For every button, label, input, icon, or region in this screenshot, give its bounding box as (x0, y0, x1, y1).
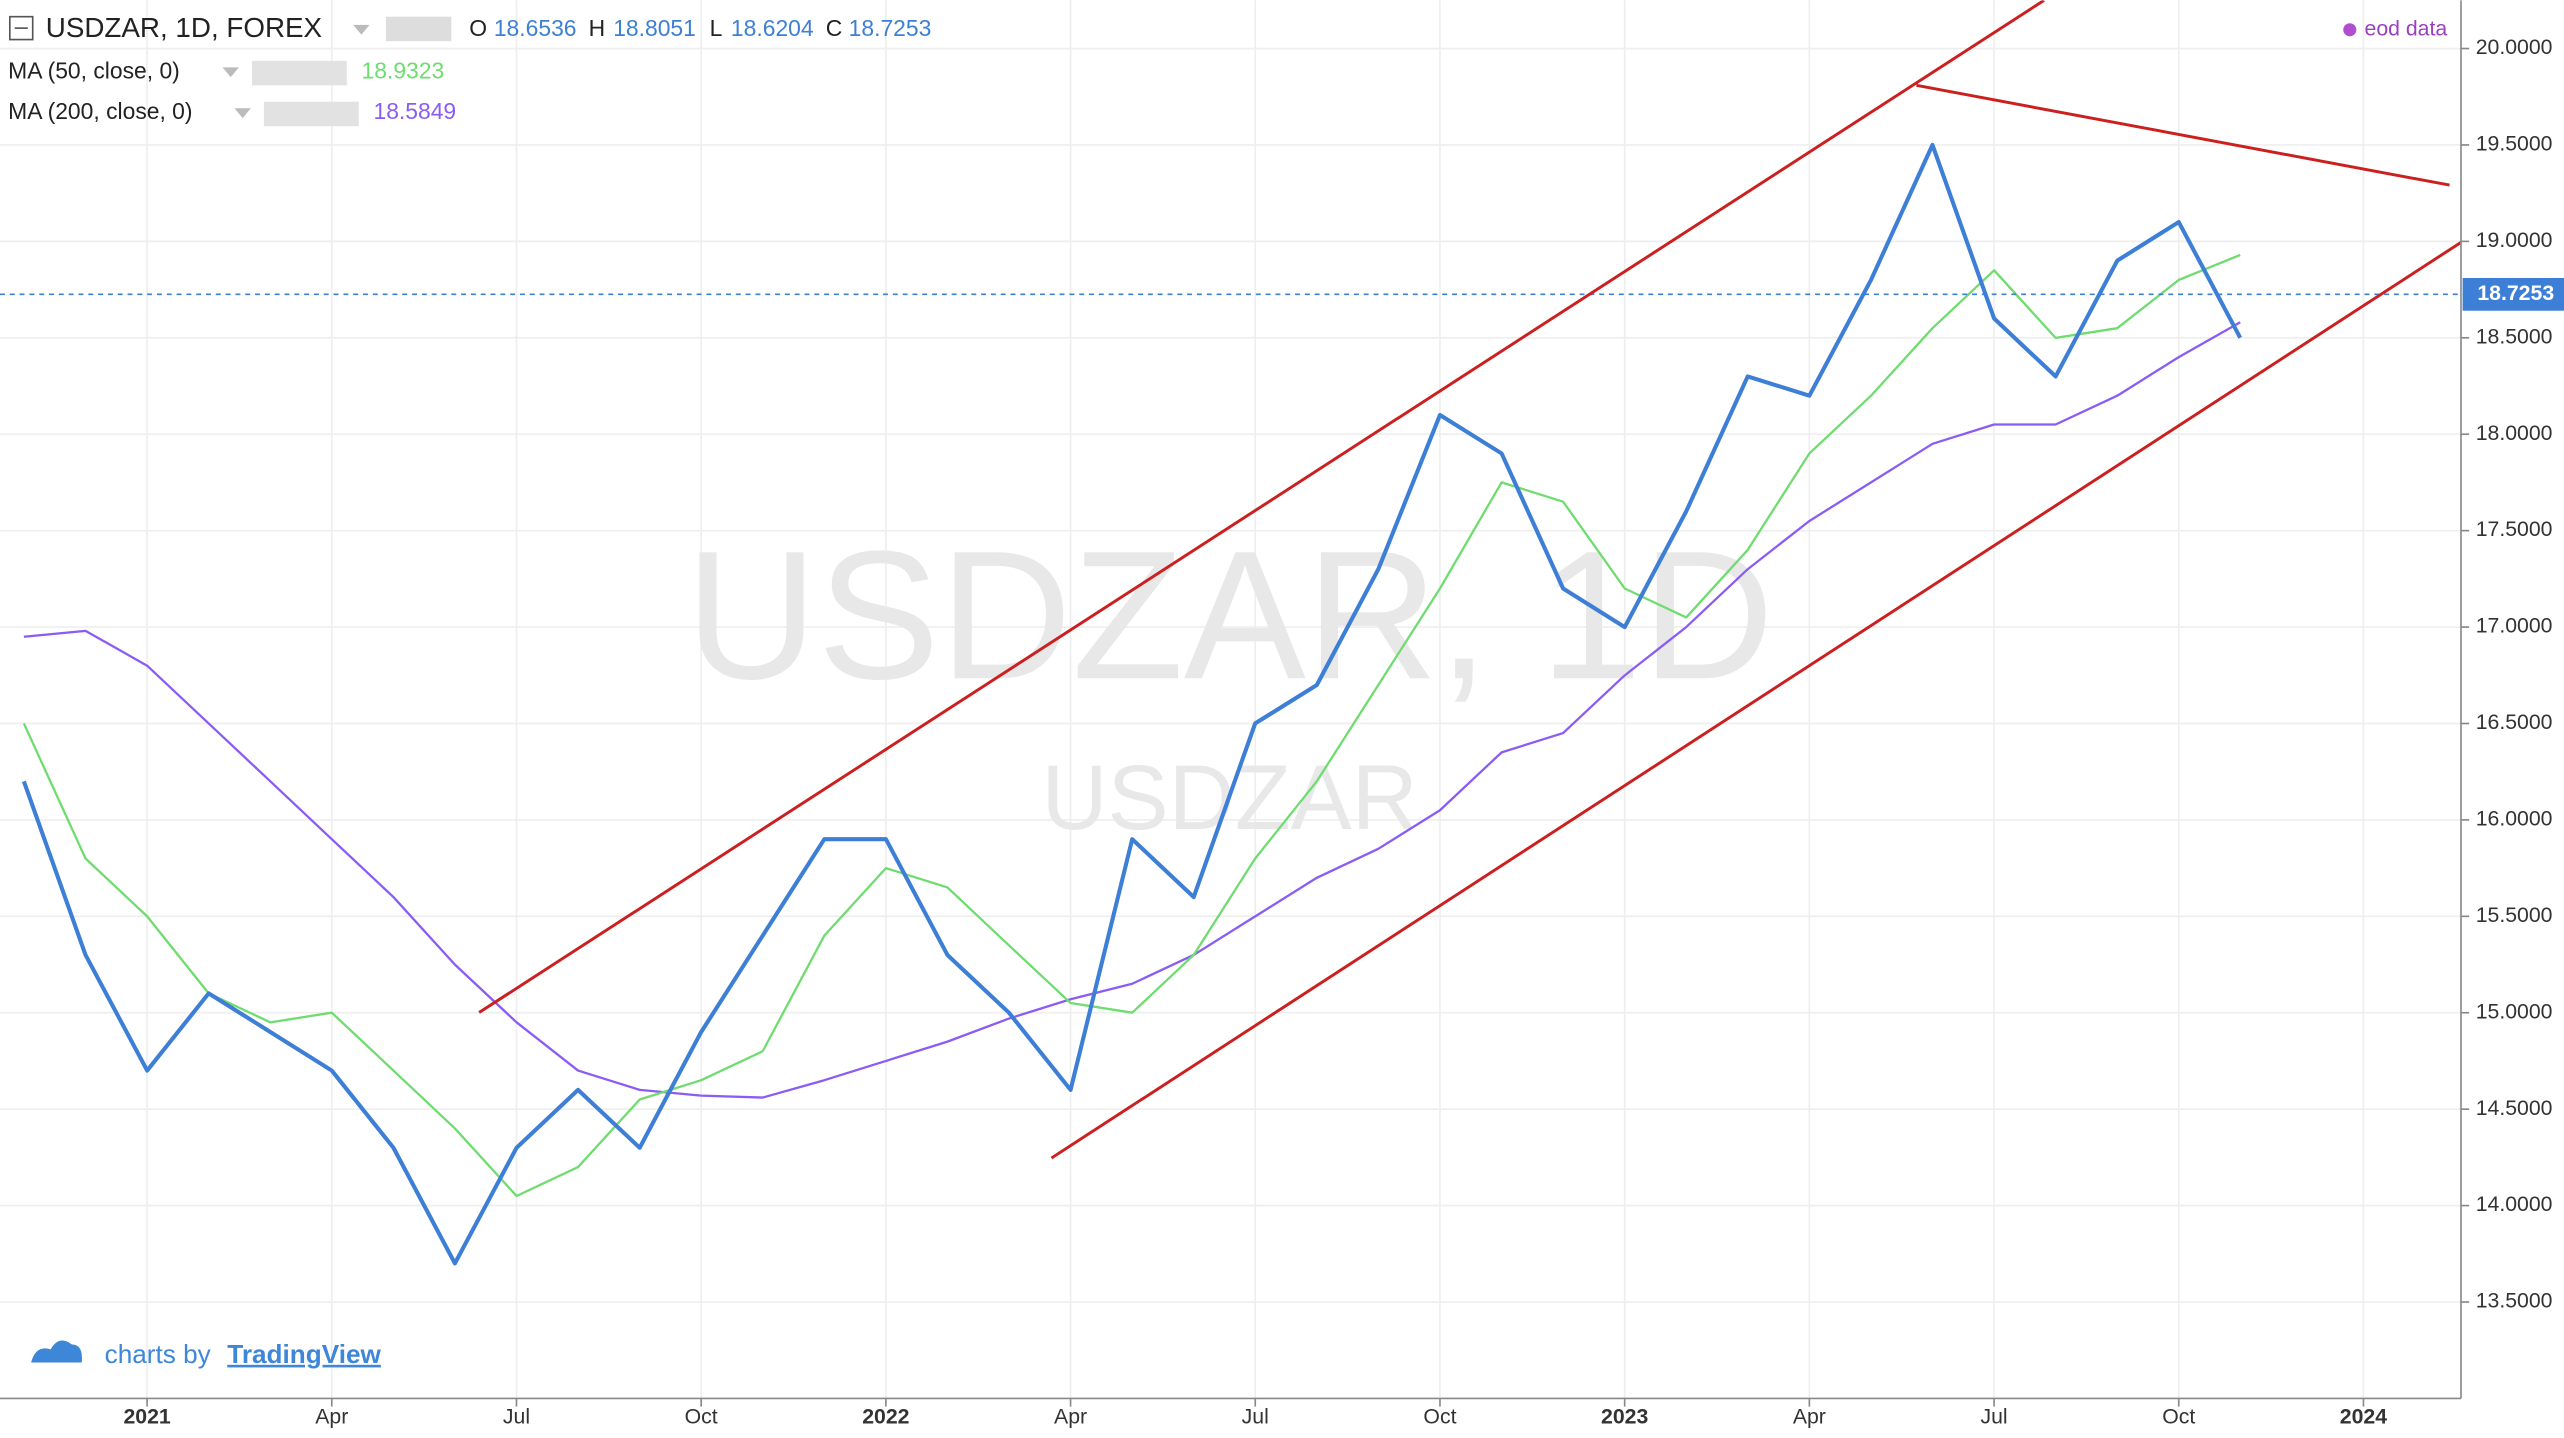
y-tick-label: 13.5000 (2476, 1289, 2553, 1313)
plot (0, 142, 2461, 1266)
grid (0, 0, 2461, 1399)
y-tick-label: 18.5000 (2476, 324, 2553, 348)
y-tick-label: 14.0000 (2476, 1192, 2553, 1216)
trend-line (478, 0, 2045, 1014)
x-tick-label: Apr (315, 1405, 348, 1429)
watermark: USDZAR, 1D (685, 512, 1774, 717)
last-price-tag (2462, 278, 2564, 311)
trend-line (1916, 83, 2450, 187)
x-tick-label: Apr (1793, 1405, 1826, 1429)
y-tick-label: 19.5000 (2476, 132, 2553, 156)
legend-name: MA (200, close, 0) (8, 98, 192, 124)
last-price-label: 18.7253 (2477, 281, 2554, 305)
brand-link[interactable]: TradingView (227, 1339, 381, 1369)
dropdown-icon[interactable] (353, 24, 370, 35)
settings-icons[interactable] (251, 60, 347, 86)
ohlc-key: L (710, 15, 723, 41)
legend-name: MA (50, close, 0) (8, 57, 180, 83)
x-tick-label: Jul (503, 1405, 530, 1429)
series-line (22, 253, 2241, 1198)
legend-value: 18.5849 (373, 98, 456, 124)
collapse-icon[interactable] (8, 15, 34, 41)
x-tick-label: Oct (2162, 1405, 2195, 1429)
source-dot (2343, 23, 2357, 37)
series-line (21, 142, 2243, 1266)
logo-icon[interactable] (31, 1340, 82, 1363)
x-tick-label: Apr (1054, 1405, 1087, 1429)
x-tick-label: Jul (1980, 1405, 2007, 1429)
source: eod data (2365, 16, 2448, 40)
x-tick-label: Jul (1242, 1405, 1269, 1429)
trend-lines (478, 0, 2461, 1160)
y-tick-label: 15.0000 (2476, 999, 2553, 1023)
legend-value: 18.9323 (362, 57, 445, 83)
credit: charts by (105, 1339, 212, 1369)
x-tick-label: 2022 (862, 1405, 909, 1429)
settings-icons[interactable] (385, 16, 452, 42)
x-tick-label: 2023 (1601, 1405, 1648, 1429)
ohlc-value: 18.6204 (731, 15, 814, 41)
x-tick-label: Oct (685, 1405, 718, 1429)
y-tick-label: 18.0000 (2476, 421, 2553, 445)
y-tick-label: 15.5000 (2476, 903, 2553, 927)
x-tick-label: 2024 (2340, 1405, 2387, 1429)
y-tick-label: 19.0000 (2476, 228, 2553, 252)
series-line (23, 321, 2241, 1099)
ohlc: O 18.6536 H 18.8051 L 18.6204 C 18.7253 (469, 15, 931, 41)
x-tick-label: 2021 (123, 1405, 170, 1429)
ohlc-value: 18.6536 (494, 15, 577, 41)
axes: 13.5000 14.0000 14.5000 15.0000 15.5000 16.00… (123, 35, 2564, 1429)
dropdown-icon[interactable] (222, 67, 239, 78)
dropdown-icon[interactable] (234, 108, 251, 119)
trend-line (1050, 241, 2461, 1160)
y-tick-label: 16.0000 (2476, 807, 2553, 831)
chart-title: USDZAR, 1D, FOREX (46, 12, 322, 43)
legend: MA (50, close, 0) 18.9323 MA (200, close, … (8, 57, 456, 127)
ohlc-key: C (826, 15, 843, 41)
x-tick-label: Oct (1423, 1405, 1456, 1429)
y-tick-label: 17.0000 (2476, 614, 2553, 638)
y-tick-label: 20.0000 (2476, 35, 2553, 59)
y-tick-label: 14.5000 (2476, 1096, 2553, 1120)
ohlc-value: 18.8051 (613, 15, 696, 41)
ohlc-key: O (469, 15, 487, 41)
settings-icons[interactable] (263, 101, 359, 127)
ohlc-key: H (589, 15, 606, 41)
ohlc-value: 18.7253 (849, 15, 932, 41)
y-tick-label: 16.5000 (2476, 710, 2553, 734)
y-tick-label: 17.5000 (2476, 517, 2553, 541)
